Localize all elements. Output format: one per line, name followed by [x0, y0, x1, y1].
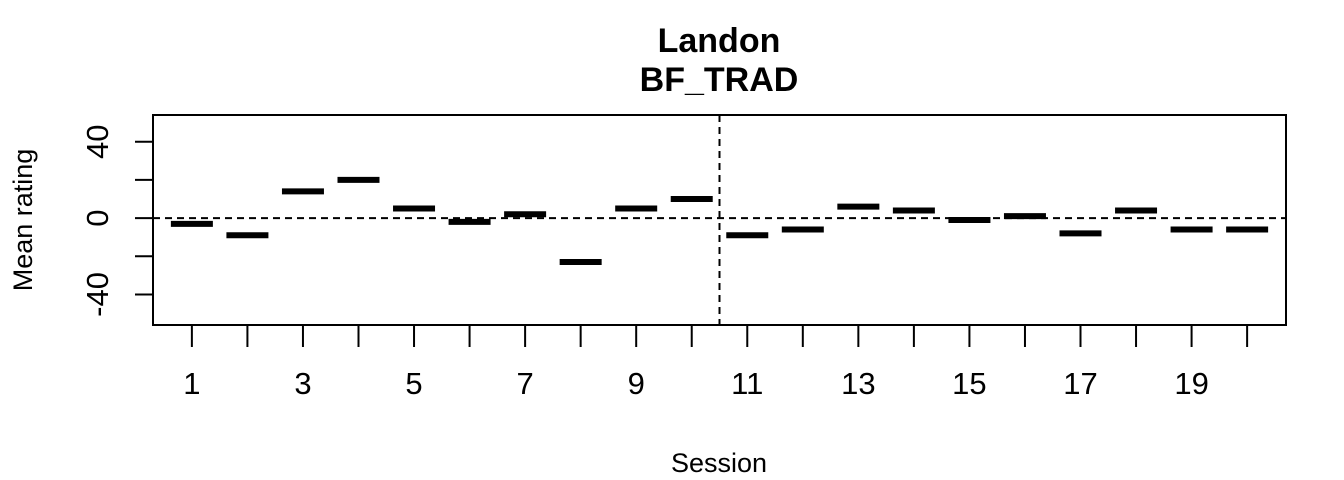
y-tick-label: 0 — [80, 209, 115, 226]
data-marks — [170, 176, 1269, 265]
x-tick-label: 7 — [516, 366, 533, 401]
y-tick-label: -40 — [80, 272, 115, 317]
x-tick-label: 13 — [841, 366, 875, 401]
y-tick-label: 40 — [80, 124, 115, 158]
x-tick-label: 17 — [1063, 366, 1097, 401]
x-axis-title: Session — [671, 448, 767, 478]
reference-lines — [153, 115, 1286, 325]
chart-subtitle: BF_TRAD — [640, 61, 799, 99]
x-tick-label: 9 — [628, 366, 645, 401]
x-tick-label: 15 — [952, 366, 986, 401]
chart-title: Landon — [658, 22, 781, 60]
x-tick-label: 1 — [183, 366, 200, 401]
x-axis: 1 3 5 7 9 11 13 15 17 19 — [183, 325, 1249, 401]
y-axis-title: Mean rating — [8, 149, 38, 292]
x-tick-label: 5 — [405, 366, 422, 401]
x-tick-label: 3 — [294, 366, 311, 401]
y-axis: -40 0 40 — [80, 124, 154, 317]
x-tick-label: 19 — [1174, 366, 1208, 401]
x-tick-label: 11 — [731, 366, 763, 401]
plot-frame — [152, 114, 1287, 326]
